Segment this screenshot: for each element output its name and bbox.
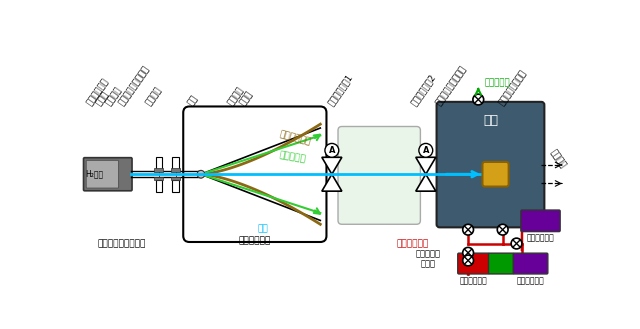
Text: ガス拡散容器: ガス拡散容器 — [239, 236, 271, 245]
Text: 不活性ガス: 不活性ガス — [278, 151, 306, 164]
FancyBboxPatch shape — [521, 210, 560, 232]
Text: 弾道: 弾道 — [257, 224, 268, 233]
Text: 衝突発生ガス: 衝突発生ガス — [397, 240, 429, 249]
Bar — [172, 157, 179, 169]
Text: ゲートバルプ1: ゲートバルプ1 — [326, 72, 355, 107]
Circle shape — [463, 247, 474, 258]
Bar — [171, 168, 180, 172]
Bar — [156, 157, 163, 169]
Circle shape — [463, 255, 474, 266]
Text: 金属隔膜: 金属隔膜 — [145, 85, 164, 107]
Bar — [171, 177, 180, 180]
Text: 標的: 標的 — [483, 114, 498, 127]
Text: H₂ガス: H₂ガス — [86, 170, 104, 179]
Bar — [154, 168, 163, 172]
Text: ピストン: ピストン — [105, 85, 124, 107]
FancyBboxPatch shape — [483, 162, 509, 187]
Text: ハンマービン: ハンマービン — [86, 77, 111, 107]
Text: 速度計: 速度計 — [239, 89, 255, 107]
Text: 二段式軽ガス衝撃銃: 二段式軽ガス衝撃銃 — [97, 240, 145, 249]
FancyBboxPatch shape — [436, 102, 545, 227]
FancyBboxPatch shape — [458, 253, 490, 274]
Circle shape — [463, 224, 474, 235]
Text: 化学汚染ガス: 化学汚染ガス — [278, 130, 312, 146]
Circle shape — [197, 170, 205, 178]
Polygon shape — [322, 157, 342, 174]
Text: 不活性ガス: 不活性ガス — [484, 78, 510, 87]
Polygon shape — [416, 157, 436, 174]
Circle shape — [497, 224, 508, 235]
Circle shape — [511, 238, 522, 249]
Text: A: A — [422, 146, 429, 155]
Text: 油回転ポンプ: 油回転ポンプ — [516, 276, 545, 285]
Text: ピストン止デーバー: ピストン止デーバー — [117, 64, 151, 107]
Bar — [172, 180, 179, 192]
Text: 火薬室: 火薬室 — [95, 89, 111, 107]
Text: ゲートバルプ2: ゲートバルプ2 — [410, 72, 438, 107]
Circle shape — [325, 143, 339, 157]
Circle shape — [473, 94, 484, 105]
Text: レーザー: レーザー — [227, 85, 246, 107]
FancyBboxPatch shape — [488, 253, 514, 274]
FancyBboxPatch shape — [183, 107, 326, 242]
Bar — [156, 180, 163, 192]
Polygon shape — [322, 174, 342, 191]
Text: 四重極質量
分析計: 四重極質量 分析計 — [415, 249, 440, 269]
FancyBboxPatch shape — [86, 160, 118, 188]
Text: 水素窒素トラップ: 水素窒素トラップ — [497, 68, 528, 107]
Circle shape — [419, 143, 433, 157]
Text: 油回転ポンプ: 油回転ポンプ — [527, 234, 554, 242]
Text: 液体窒素: 液体窒素 — [548, 148, 567, 170]
Text: ガス分析チャンバー: ガス分析チャンバー — [435, 64, 468, 107]
Text: ターボポンプ: ターボポンプ — [460, 276, 488, 285]
FancyBboxPatch shape — [338, 126, 420, 224]
Text: 弾丸: 弾丸 — [186, 94, 200, 107]
Polygon shape — [416, 174, 436, 191]
FancyBboxPatch shape — [84, 158, 132, 191]
Bar — [154, 177, 163, 180]
FancyBboxPatch shape — [513, 253, 548, 274]
Text: A: A — [328, 146, 335, 155]
